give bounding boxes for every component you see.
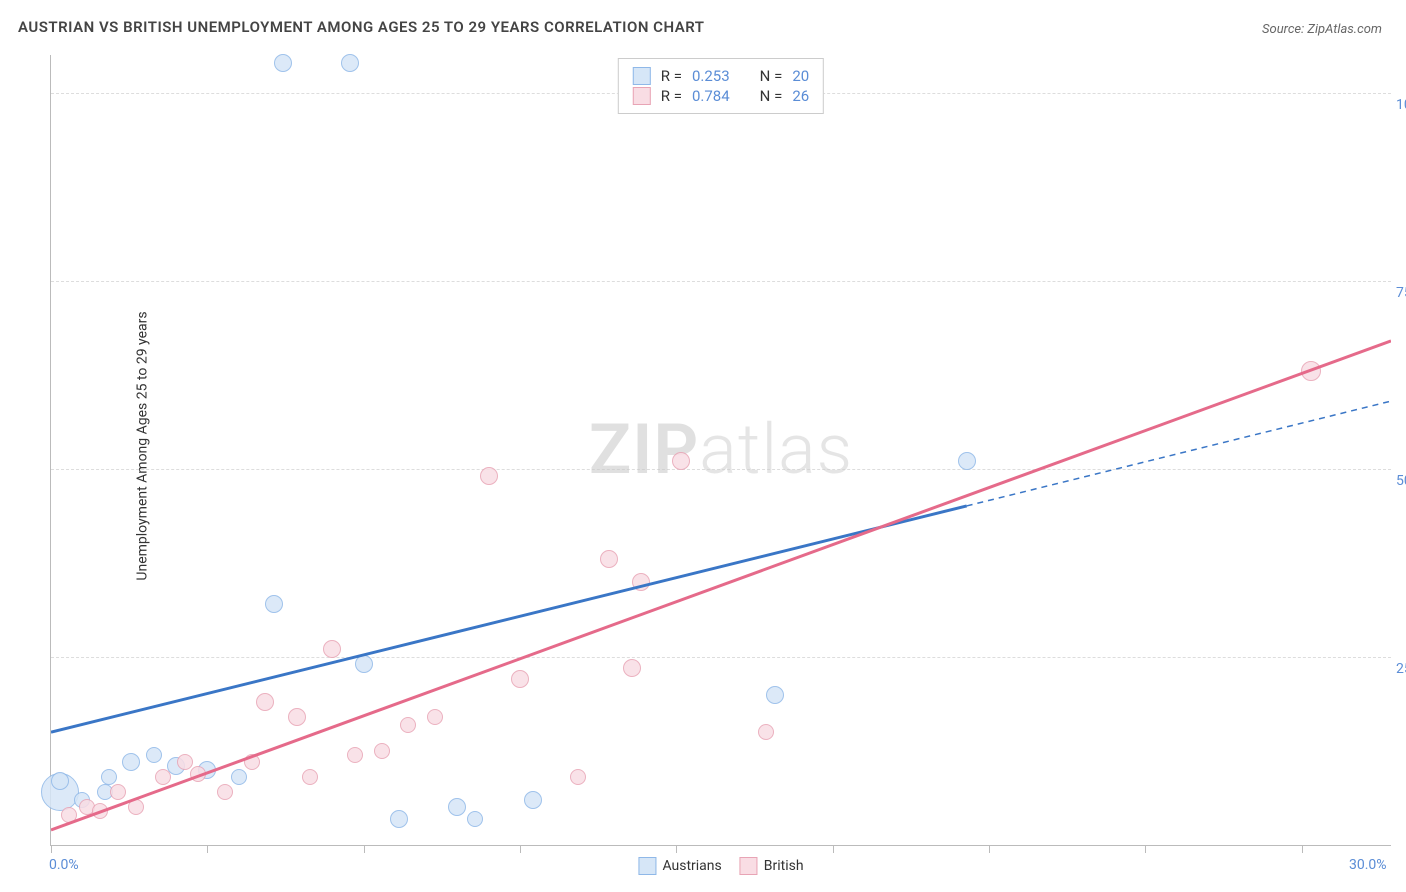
x-tick [676, 845, 677, 853]
legend-r-label: R = [661, 87, 682, 105]
x-tick [51, 845, 52, 853]
point-british [155, 769, 171, 785]
legend-row: R = 0.253 N = 20 [633, 67, 809, 85]
point-british [92, 803, 108, 819]
legend-swatch [633, 67, 651, 85]
y-tick-label: 25.0% [1396, 661, 1406, 677]
legend-n-value: 20 [792, 67, 809, 85]
series-legend-label: British [764, 858, 804, 874]
point-austrian [958, 452, 976, 470]
point-british [177, 754, 193, 770]
point-austrian [390, 810, 408, 828]
point-british [511, 670, 529, 688]
series-legend: Austrians British [638, 857, 803, 875]
point-british [256, 693, 274, 711]
x-tick-label: 30.0% [1349, 857, 1387, 873]
x-tick [1145, 845, 1146, 853]
point-british [570, 769, 586, 785]
point-austrian [51, 772, 69, 790]
legend-swatch [638, 857, 656, 875]
point-british [374, 743, 390, 759]
legend-r-value: 0.784 [692, 87, 730, 105]
gridline [51, 657, 1391, 658]
correlation-legend: R = 0.253 N = 20 R = 0.784 N = 26 [618, 58, 824, 114]
legend-swatch [633, 87, 651, 105]
point-british [672, 452, 690, 470]
gridline [51, 469, 1391, 470]
point-british [758, 724, 774, 740]
point-british [347, 747, 363, 763]
x-tick [364, 845, 365, 853]
series-legend-label: Austrians [662, 858, 721, 874]
point-austrian [122, 753, 140, 771]
regression-lines [51, 55, 1391, 845]
legend-row: R = 0.784 N = 26 [633, 87, 809, 105]
legend-n-label: N = [760, 67, 783, 85]
series-legend-item: British [740, 857, 804, 875]
point-british [427, 709, 443, 725]
point-austrian [101, 769, 117, 785]
y-tick-label: 100.0% [1396, 97, 1406, 113]
point-austrian [355, 655, 373, 673]
x-tick [520, 845, 521, 853]
point-british [632, 573, 650, 591]
point-british [128, 799, 144, 815]
point-british [217, 784, 233, 800]
watermark-bold: ZIP [589, 409, 699, 491]
legend-swatch [740, 857, 758, 875]
point-british [244, 754, 260, 770]
point-austrian [265, 595, 283, 613]
point-british [323, 640, 341, 658]
x-tick-label: 0.0% [49, 857, 79, 873]
legend-r-label: R = [661, 67, 682, 85]
point-austrian [341, 54, 359, 72]
legend-r-value: 0.253 [692, 67, 730, 85]
point-british [190, 766, 206, 782]
gridline [51, 281, 1391, 282]
point-british [400, 717, 416, 733]
y-tick-label: 50.0% [1396, 473, 1406, 489]
point-british [600, 550, 618, 568]
point-austrian [274, 54, 292, 72]
point-british [110, 784, 126, 800]
y-tick-label: 75.0% [1396, 285, 1406, 301]
point-austrian [448, 798, 466, 816]
series-legend-item: Austrians [638, 857, 721, 875]
chart-title: AUSTRIAN VS BRITISH UNEMPLOYMENT AMONG A… [18, 18, 705, 36]
point-british [302, 769, 318, 785]
watermark-light: atlas [699, 409, 853, 491]
x-tick [989, 845, 990, 853]
point-austrian [524, 791, 542, 809]
plot-area: ZIPatlas R =0.253N =20R =0.784N =26 Aust… [50, 55, 1391, 846]
point-austrian [467, 811, 483, 827]
point-british [623, 659, 641, 677]
x-tick [207, 845, 208, 853]
point-austrian [766, 686, 784, 704]
point-british [288, 708, 306, 726]
legend-n-label: N = [760, 87, 783, 105]
source-label: Source: ZipAtlas.com [1262, 22, 1382, 37]
point-british [480, 467, 498, 485]
point-british [61, 807, 77, 823]
legend-n-value: 26 [792, 87, 809, 105]
x-tick [1302, 845, 1303, 853]
watermark: ZIPatlas [589, 409, 853, 491]
point-british [1301, 361, 1321, 381]
point-austrian [146, 747, 162, 763]
x-tick [833, 845, 834, 853]
point-austrian [231, 769, 247, 785]
